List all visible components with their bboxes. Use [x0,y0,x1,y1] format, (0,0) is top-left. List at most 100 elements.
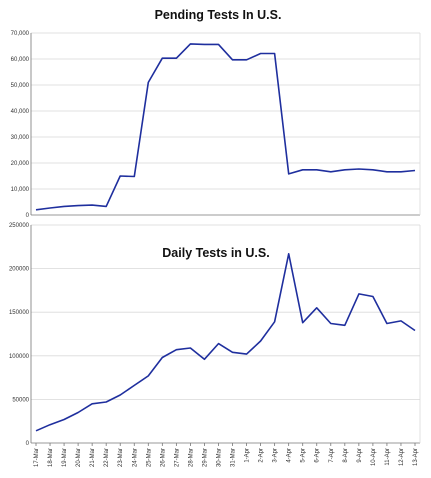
daily-x-tick-label: 24-Mar [132,448,138,467]
pending-tests-chart: Pending Tests In U.S. 0 10,000 20,000 30,00… [11,8,421,219]
daily-x-tick-label: 4-Apr [287,448,293,463]
daily-y-tick-label: 250000 [9,223,30,229]
daily-point [372,295,374,297]
daily-point [35,430,37,432]
daily-y-tick-label: 50000 [12,397,29,403]
pending-y-tick-label: 10,000 [11,187,30,193]
daily-y-tick-label: 0 [26,441,30,447]
pending-point [287,173,289,175]
daily-x-ticks: 17-Mar 18-Mar 19-Mar 20-Mar 21-Mar 22-Mar 23-M… [34,443,419,467]
daily-point [358,293,360,295]
pending-point [63,205,65,207]
daily-series [35,253,416,432]
daily-point [203,358,205,360]
pending-y-ticks: 0 10,000 20,000 30,000 40,000 50,000 60,000 70,… [11,31,30,219]
pending-point [386,171,388,173]
daily-point [77,411,79,413]
pending-point [358,168,360,170]
daily-x-tick-label: 26-Mar [160,448,166,467]
daily-y-ticks: 0 50000 100000 150000 200000 250000 [9,223,30,447]
pending-point [400,171,402,173]
daily-point [217,342,219,344]
daily-x-tick-label: 2-Apr [259,448,265,463]
pending-point [105,205,107,207]
pending-point [175,57,177,59]
daily-point [91,403,93,405]
daily-x-tick-label: 12-Apr [399,448,405,466]
daily-y-tick-label: 200000 [9,267,30,273]
daily-chart-title: Daily Tests in U.S. [162,246,269,260]
daily-x-tick-label: 29-Mar [202,448,208,467]
pending-y-tick-label: 20,000 [11,161,30,167]
pending-point [273,52,275,54]
daily-y-tick-label: 100000 [9,354,30,360]
pending-y-tick-label: 40,000 [11,109,30,115]
daily-point [133,384,135,386]
daily-x-tick-label: 9-Apr [357,448,363,463]
daily-point [316,307,318,309]
daily-x-tick-label: 17-Mar [34,448,40,467]
pending-point [119,175,121,177]
pending-series-line [35,43,416,211]
pending-y-tick-label: 70,000 [11,31,30,37]
daily-x-tick-label: 6-Apr [315,448,321,463]
pending-y-tick-label: 60,000 [11,57,30,63]
daily-point [344,324,346,326]
daily-x-tick-label: 21-Mar [90,448,96,467]
daily-point [414,329,416,331]
daily-x-tick-label: 31-Mar [231,448,237,467]
daily-tests-chart: Daily Tests in U.S. 0 50000 100000 150000 20… [9,223,421,467]
daily-point [386,322,388,324]
daily-y-tick-label: 150000 [9,310,30,316]
daily-x-tick-label: 3-Apr [273,448,279,463]
pending-point [302,169,304,171]
daily-point [49,423,51,425]
daily-point [175,348,177,350]
daily-x-tick-label: 5-Apr [301,448,307,463]
daily-point [400,320,402,322]
daily-x-tick-label: 18-Mar [48,448,54,467]
daily-point [259,340,261,342]
pending-y-tick-label: 0 [26,213,30,219]
pending-point [77,204,79,206]
daily-x-tick-label: 22-Mar [104,448,110,467]
daily-x-tick-label: 30-Mar [216,448,222,467]
daily-x-tick-label: 11-Apr [385,448,391,466]
daily-gridlines [30,224,421,444]
pending-point [217,43,219,45]
daily-x-tick-label: 10-Apr [371,448,377,466]
daily-x-tick-label: 1-Apr [245,448,251,463]
daily-point [119,394,121,396]
pending-chart-title: Pending Tests In U.S. [155,8,282,22]
daily-x-tick-label: 23-Mar [118,448,124,467]
pending-point [316,169,318,171]
pending-point [344,169,346,171]
daily-x-tick-label: 20-Mar [76,448,82,467]
daily-point [302,321,304,323]
daily-point [245,353,247,355]
pending-point [330,171,332,173]
daily-point [231,351,233,353]
pending-y-tick-label: 30,000 [11,135,30,141]
daily-point [287,253,289,255]
daily-x-tick-label: 19-Mar [62,448,68,467]
pending-point [203,43,205,45]
daily-x-tick-label: 7-Apr [329,448,335,463]
daily-point [330,322,332,324]
daily-point [63,418,65,420]
pending-point [245,59,247,61]
daily-point [147,375,149,377]
pending-point [231,59,233,61]
pending-point [189,43,191,45]
daily-point [161,356,163,358]
daily-x-tick-label: 8-Apr [343,448,349,463]
daily-point [273,321,275,323]
pending-point [161,57,163,59]
pending-point [49,207,51,209]
daily-point [189,347,191,349]
daily-x-tick-label: 27-Mar [174,448,180,467]
pending-point [147,81,149,83]
pending-series [35,43,416,211]
